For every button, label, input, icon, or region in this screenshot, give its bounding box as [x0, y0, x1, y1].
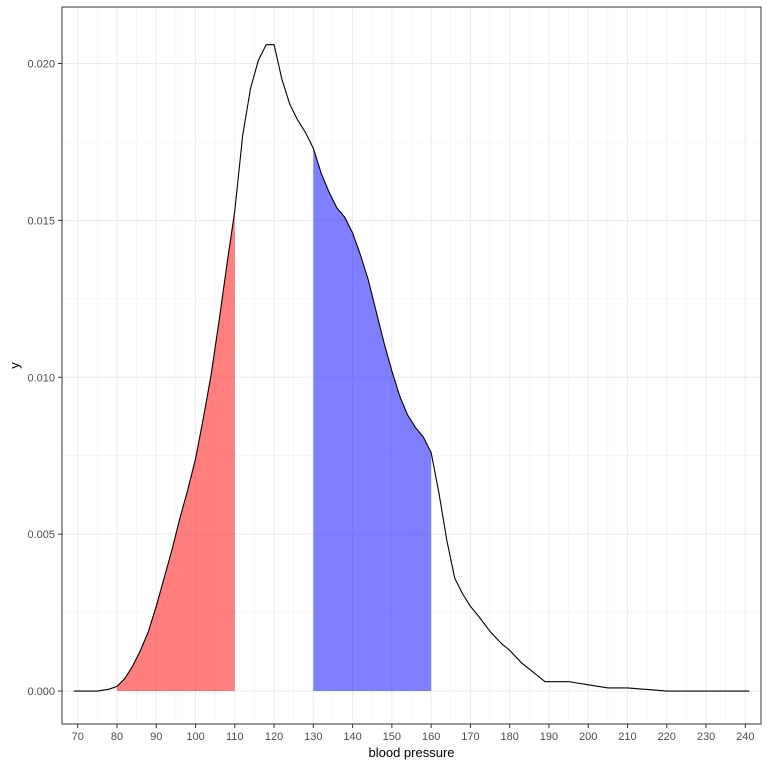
x-tick-label: 230	[697, 731, 715, 743]
x-tick-label: 150	[383, 731, 401, 743]
x-tick-label: 220	[658, 731, 676, 743]
x-tick-label: 210	[618, 731, 636, 743]
x-tick-label: 170	[461, 731, 479, 743]
x-tick-label: 90	[150, 731, 162, 743]
x-tick-label: 120	[265, 731, 283, 743]
y-tick-label: 0.000	[27, 686, 55, 698]
y-tick-label: 0.020	[27, 58, 55, 70]
shaded-region-2	[313, 148, 432, 692]
x-tick-label: 240	[736, 731, 754, 743]
panel-border	[61, 6, 762, 725]
x-axis-ticks: 70 80 90 100 110 120 130 140 150 160 170 180 190 200 2…	[72, 724, 754, 743]
y-axis-title: y	[7, 362, 22, 369]
y-tick-label: 0.005	[27, 529, 55, 541]
y-tick-label: 0.015	[27, 215, 55, 227]
x-tick-label: 80	[111, 731, 123, 743]
x-tick-label: 100	[186, 731, 204, 743]
x-tick-label: 140	[343, 731, 361, 743]
shaded-region-1	[116, 210, 235, 692]
minor-gridlines	[62, 7, 761, 724]
x-tick-label: 130	[304, 731, 322, 743]
y-tick-label: 0.010	[27, 372, 55, 384]
x-tick-label: 180	[500, 731, 518, 743]
shaded-regions	[116, 148, 432, 692]
x-tick-label: 70	[72, 731, 84, 743]
x-tick-label: 160	[422, 731, 440, 743]
density-curve	[73, 44, 750, 692]
x-tick-label: 110	[226, 731, 244, 743]
x-axis-title: blood pressure	[369, 745, 455, 760]
x-tick-label: 200	[579, 731, 597, 743]
y-axis-ticks: 0.000 0.005 0.010 0.015 0.020	[27, 58, 62, 698]
x-tick-label: 190	[540, 731, 558, 743]
